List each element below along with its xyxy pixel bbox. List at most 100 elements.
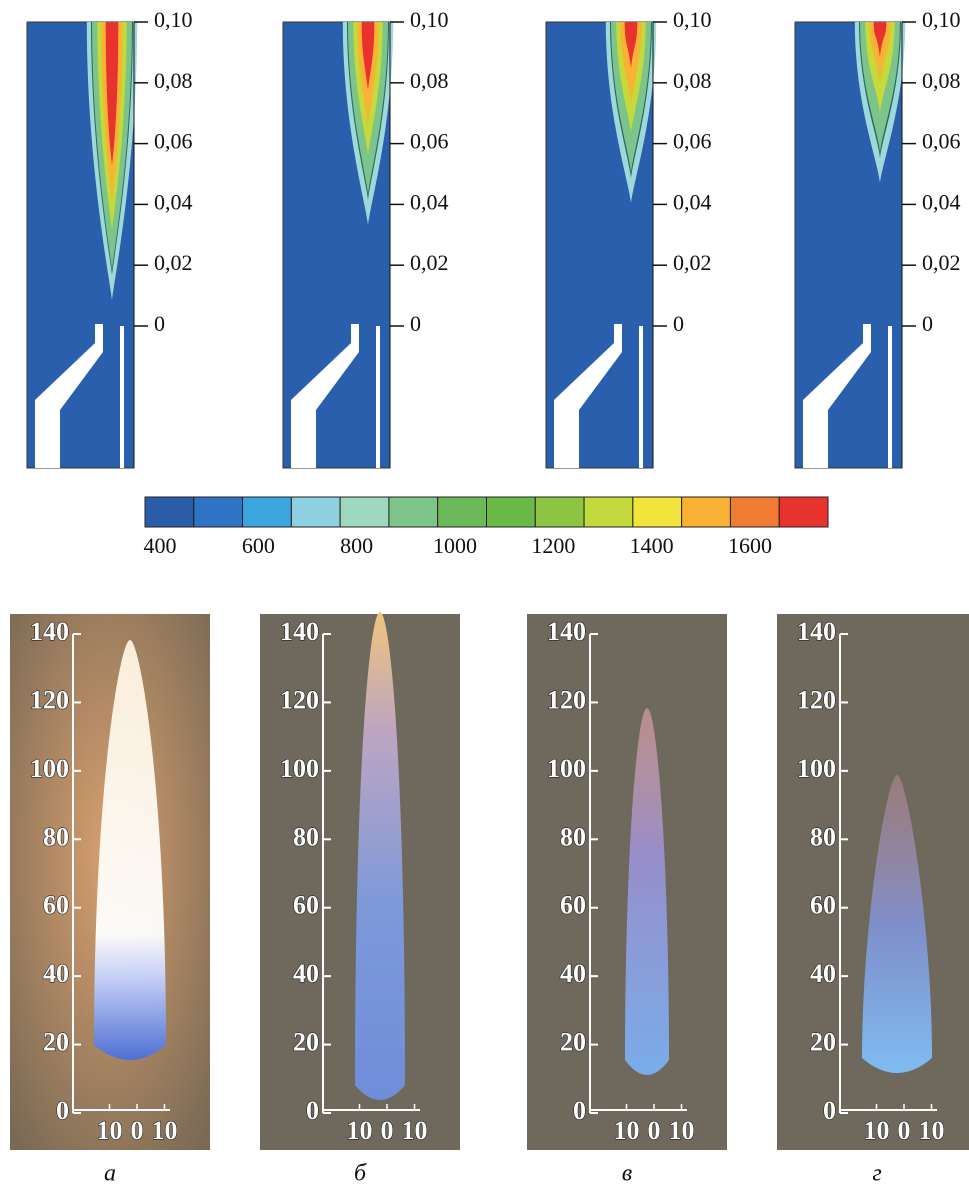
tick-label: 0: [56, 1096, 69, 1125]
colorbar-segment: [583, 496, 634, 528]
burner-wall: [120, 326, 124, 468]
tick-label: 100: [547, 754, 586, 783]
tick-label: 120: [797, 685, 836, 714]
tick-label: 0,02: [673, 250, 712, 275]
burner: [554, 324, 622, 468]
tick-label: 120: [547, 685, 586, 714]
tick-label: 0,06: [410, 129, 449, 154]
tick-label: 40: [560, 959, 586, 988]
tick-label: 60: [560, 891, 586, 920]
tick-label: 140: [280, 617, 319, 646]
colorbar-label: 1200: [531, 533, 575, 558]
tick-label: 0,10: [410, 7, 449, 32]
colorbar-segment: [144, 496, 195, 528]
colorbar-label: 400: [144, 533, 177, 558]
tick-label: 0,04: [410, 189, 449, 214]
colorbar-label: 600: [242, 533, 275, 558]
tick-label: 0: [131, 1116, 144, 1145]
tick-label: 120: [280, 685, 319, 714]
tick-label: 0: [306, 1096, 319, 1125]
tick-label: 100: [30, 754, 69, 783]
tick-label: 0: [154, 311, 165, 336]
colorbar-segment: [242, 496, 292, 528]
colorbar-segment: [339, 496, 390, 528]
tick-label: 0: [381, 1116, 394, 1145]
colorbar-label: 1600: [728, 533, 772, 558]
tick-label: 0: [922, 311, 933, 336]
tick-label: 0,04: [154, 189, 193, 214]
flame: [355, 612, 405, 1100]
tick-label: 120: [30, 685, 69, 714]
colorbar-segment: [486, 496, 536, 528]
tick-label: 10: [347, 1116, 373, 1145]
tick-label: 0,02: [410, 250, 449, 275]
colorbar-segment: [534, 496, 585, 528]
tick-label: 140: [547, 617, 586, 646]
colorbar-label: 1400: [630, 533, 674, 558]
tick-label: 140: [30, 617, 69, 646]
colorbar-segment: [388, 496, 439, 528]
colorbar-segment: [681, 496, 731, 528]
flame: [862, 775, 932, 1073]
tick-label: 10: [919, 1116, 945, 1145]
tick-label: 10: [864, 1116, 890, 1145]
panel-label: г: [872, 1161, 881, 1187]
tick-label: 80: [560, 822, 586, 851]
colorbar-segment: [193, 496, 244, 528]
tick-label: 0,08: [410, 68, 449, 93]
tick-label: 40: [810, 959, 836, 988]
tick-label: 0,06: [673, 129, 712, 154]
flame: [94, 640, 166, 1060]
tick-label: 140: [797, 617, 836, 646]
flame: [625, 708, 669, 1075]
tick-label: 10: [152, 1116, 178, 1145]
tick-label: 0,04: [673, 189, 712, 214]
burner-wall: [376, 326, 380, 468]
tick-label: 10: [402, 1116, 428, 1145]
tick-label: 10: [614, 1116, 640, 1145]
tick-label: 20: [43, 1028, 69, 1057]
tick-label: 20: [810, 1028, 836, 1057]
flame-contour: [361, 22, 375, 90]
colorbar-label: 800: [340, 533, 373, 558]
tick-label: 0: [410, 311, 421, 336]
tick-label: 60: [43, 891, 69, 920]
tick-label: 10: [97, 1116, 123, 1145]
tick-label: 100: [280, 754, 319, 783]
colorbar-segment: [437, 496, 488, 528]
burner: [35, 324, 103, 468]
tick-label: 40: [293, 959, 319, 988]
tick-label: 80: [293, 822, 319, 851]
tick-label: 80: [810, 822, 836, 851]
flame-contour: [873, 22, 887, 57]
tick-label: 0: [673, 311, 684, 336]
tick-label: 0,08: [673, 68, 712, 93]
flame-contour: [105, 22, 119, 165]
tick-label: 0,04: [922, 189, 961, 214]
tick-label: 0: [823, 1096, 836, 1125]
tick-label: 80: [43, 822, 69, 851]
tick-label: 40: [43, 959, 69, 988]
burner: [291, 324, 359, 468]
tick-label: 0,08: [922, 68, 961, 93]
flame-contour: [624, 22, 638, 68]
colorbar-segment: [729, 496, 780, 528]
burner-wall: [888, 326, 892, 468]
tick-label: 60: [810, 891, 836, 920]
tick-label: 0,06: [922, 129, 961, 154]
tick-label: 0,10: [922, 7, 961, 32]
colorbar-segment: [632, 496, 683, 528]
tick-label: 0: [898, 1116, 911, 1145]
tick-label: 10: [669, 1116, 695, 1145]
panel-label: в: [622, 1161, 632, 1187]
tick-label: 0,06: [154, 129, 193, 154]
colorbar-segment: [290, 496, 341, 528]
tick-label: 0,08: [154, 68, 193, 93]
tick-label: 0,10: [154, 7, 193, 32]
tick-label: 0,10: [673, 7, 712, 32]
tick-label: 60: [293, 891, 319, 920]
panel-label: б: [354, 1161, 367, 1187]
colorbar-label: 1000: [433, 533, 477, 558]
tick-label: 100: [797, 754, 836, 783]
